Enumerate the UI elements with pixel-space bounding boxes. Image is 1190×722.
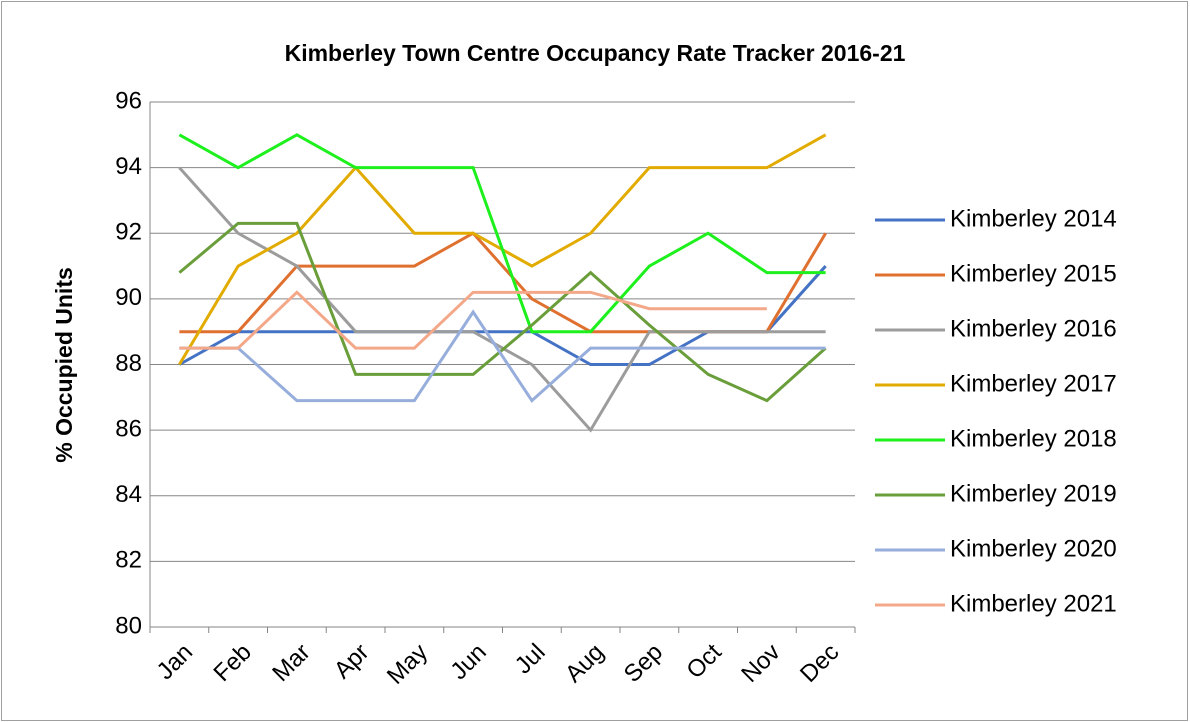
legend-label: Kimberley 2019	[950, 480, 1117, 507]
series-line	[178, 221, 827, 403]
series-line	[178, 133, 826, 334]
series-line	[179, 290, 767, 350]
y-axis-title: % Occupied Units	[51, 267, 77, 463]
y-tick-label: 84	[115, 481, 142, 508]
legend-label: Kimberley 2016	[950, 315, 1117, 342]
y-tick-label: 86	[115, 415, 142, 442]
legend-label: Kimberley 2017	[950, 370, 1117, 397]
y-tick-label: 94	[115, 153, 142, 180]
y-tick-label: 82	[115, 547, 142, 574]
chart-title: Kimberley Town Centre Occupancy Rate Tra…	[285, 40, 906, 66]
y-tick-label: 80	[115, 612, 142, 639]
y-tick-label: 92	[115, 219, 142, 246]
y-tick-label: 90	[115, 284, 142, 311]
legend-label: Kimberley 2015	[950, 260, 1117, 287]
legend-label: Kimberley 2020	[950, 535, 1117, 562]
legend-label: Kimberley 2014	[950, 205, 1117, 232]
legend-label: Kimberley 2018	[950, 425, 1117, 452]
y-tick-label: 96	[115, 87, 142, 114]
series-line	[179, 309, 826, 403]
y-tick-label: 88	[115, 350, 142, 377]
legend-label: Kimberley 2021	[950, 590, 1117, 617]
